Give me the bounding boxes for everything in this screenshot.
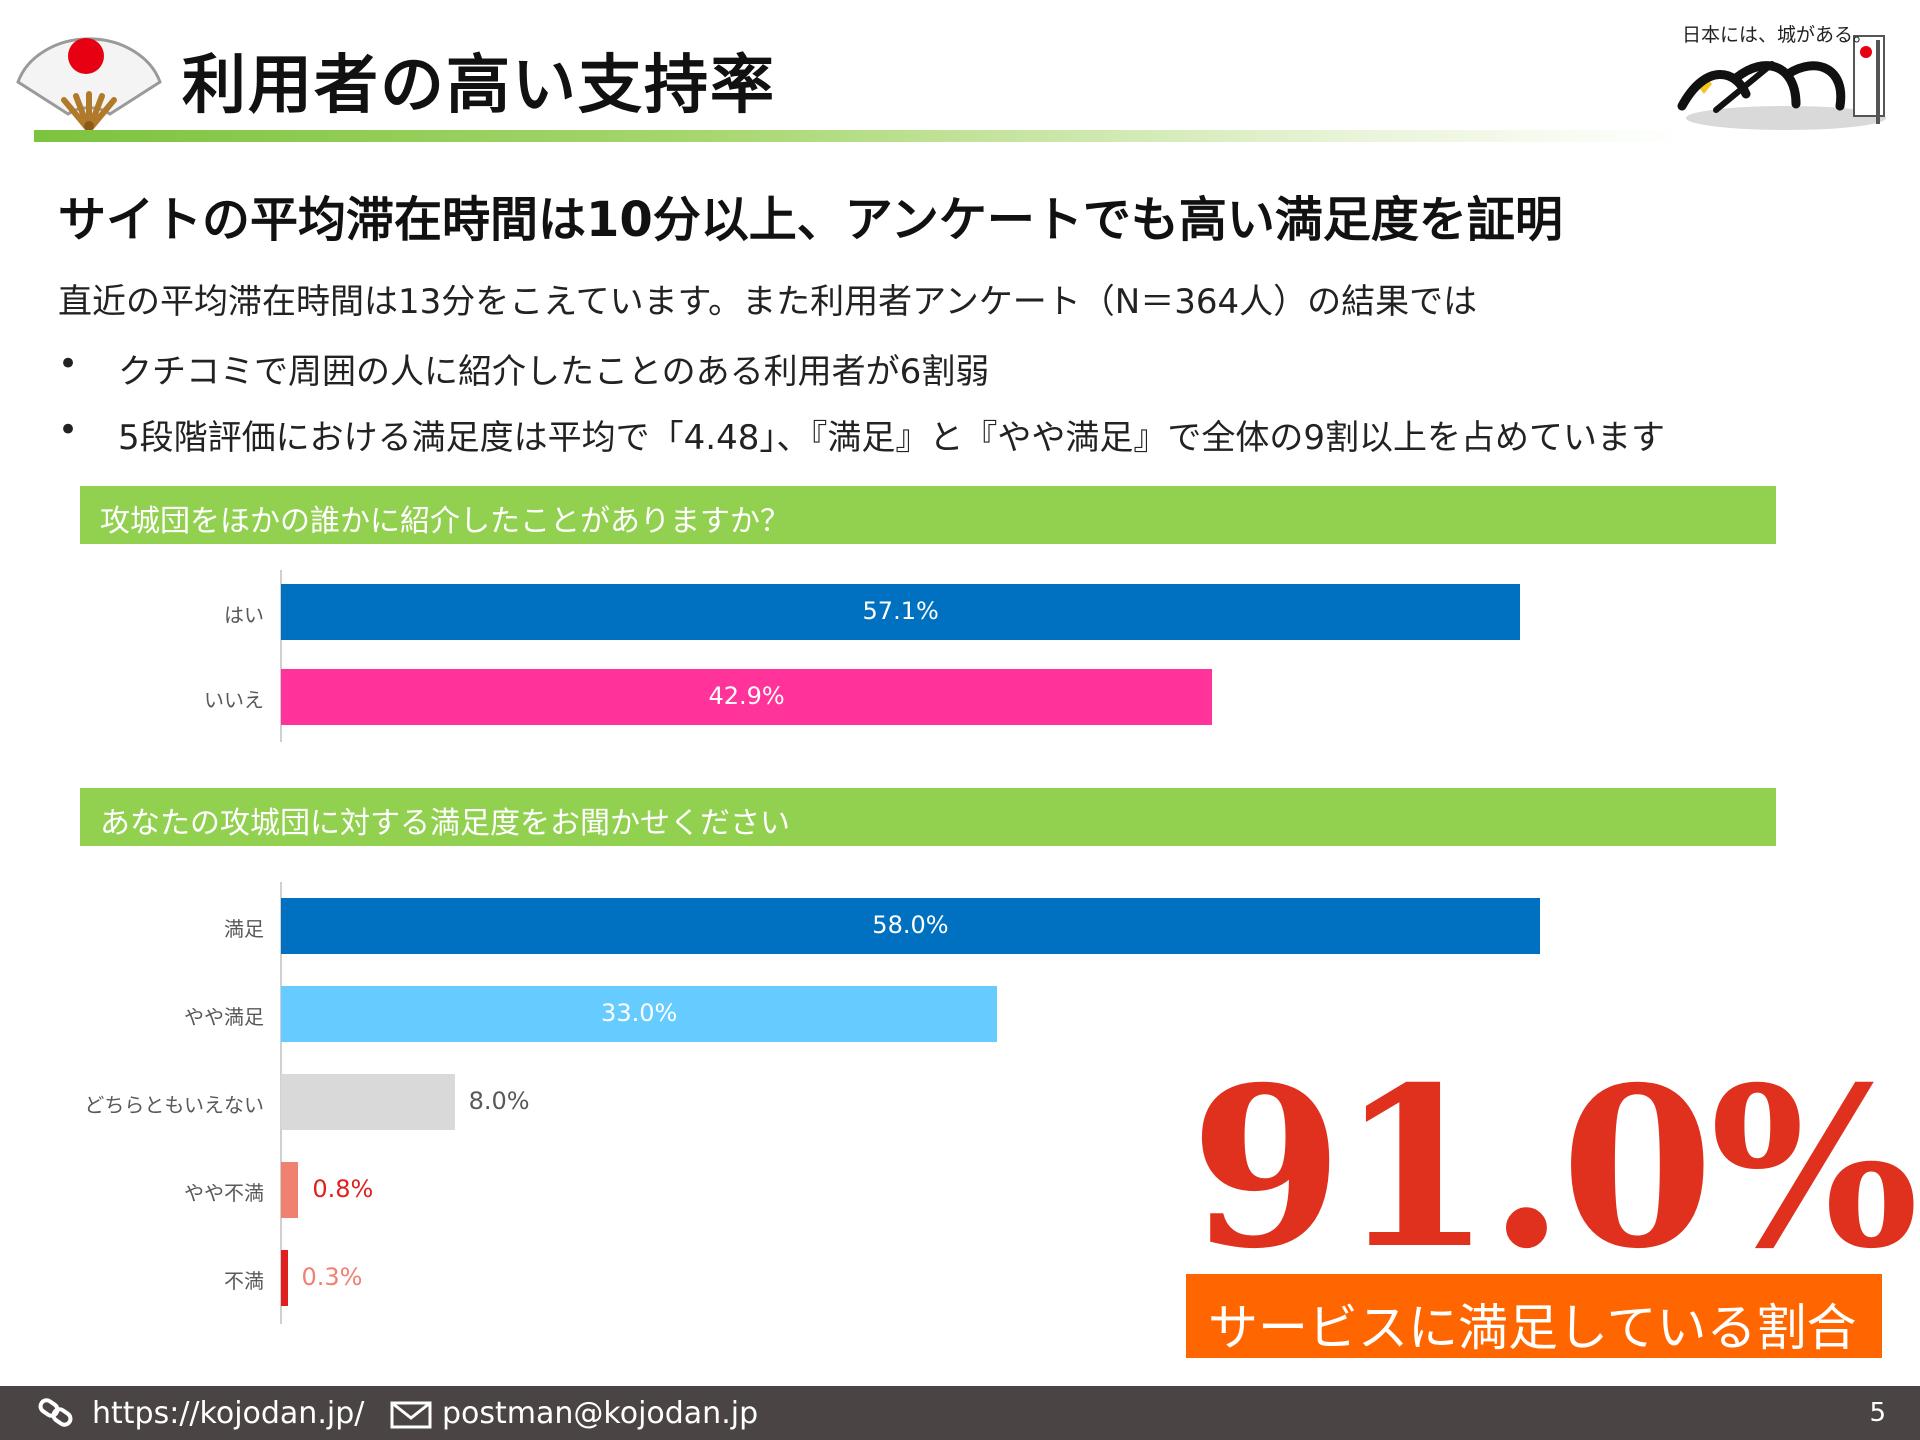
link-icon [38,1398,73,1427]
bar-value-label: 0.3% [301,1263,363,1291]
logo-tagline: 日本には、城がある。 [1682,24,1873,46]
bar-value-label: 42.9% [708,682,785,710]
bar [281,986,998,1042]
bar-value-label: 8.0% [468,1087,530,1115]
category-label: どちらともいえない [84,1093,264,1117]
bar [281,669,1212,725]
section-subtitle: サイトの平均滞在時間は10分以上、アンケートでも高い満足度を証明 [58,192,1563,248]
category-label: やや満足 [184,1005,264,1029]
category-label: やや不満 [184,1181,264,1205]
satisfaction-rate-caption: サービスに満足している割合 [1208,1299,1857,1357]
bullet-marker: • [58,344,79,384]
intro-text: 直近の平均滞在時間は13分をこえています。また利用者アンケート（N＝364人）の… [58,282,1478,322]
category-label: いいえ [204,688,264,712]
category-label: はい [224,603,264,627]
bar-value-label: 0.8% [312,1175,374,1203]
bar-value-label: 57.1% [862,597,939,625]
bullet-text: クチコミで周囲の人に紹介したことのある利用者が6割弱 [118,352,990,392]
bar [281,898,1540,954]
bullet-text: 5段階評価における満足度は平均で「4.48」、『満足』と『やや満足』で全体の9割… [118,418,1665,458]
satisfaction-rate-value: 91.0% [1190,1038,1919,1297]
mail-icon [390,1401,432,1429]
footer: https://kojodan.jp/ postman@kojodan.jp 5 [0,1386,1920,1440]
folding-fan-icon [16,37,162,132]
kojodan-logo [1677,35,1886,130]
footer-email-link[interactable]: postman@kojodan.jp [442,1396,759,1431]
bullet-marker: • [58,410,79,450]
chart-2-title: あなたの攻城団に対する満足度をお聞かせください [100,806,790,841]
chart-2-header: あなたの攻城団に対する満足度をお聞かせください [80,788,1776,846]
chart-1-header: 攻城団をほかの誰かに紹介したことがありますか？ [80,486,1776,544]
bar-value-label: 33.0% [601,999,678,1027]
title-underline [34,130,1684,142]
bar-value-label: 58.0% [872,911,949,939]
satisfaction-rate-caption-box: サービスに満足している割合 [1186,1274,1882,1358]
chart-axis-line [280,570,282,742]
footer-url-link[interactable]: https://kojodan.jp/ [92,1396,365,1431]
bar [281,584,1521,640]
category-label: 満足 [224,917,264,941]
bar [281,1162,299,1218]
page-number: 5 [1869,1398,1886,1428]
page-title: 利用者の高い支持率 [182,49,776,123]
bar [281,1074,455,1130]
chart-1-title: 攻城団をほかの誰かに紹介したことがありますか？ [100,504,790,539]
category-label: 不満 [224,1269,264,1293]
bar [281,1250,288,1306]
